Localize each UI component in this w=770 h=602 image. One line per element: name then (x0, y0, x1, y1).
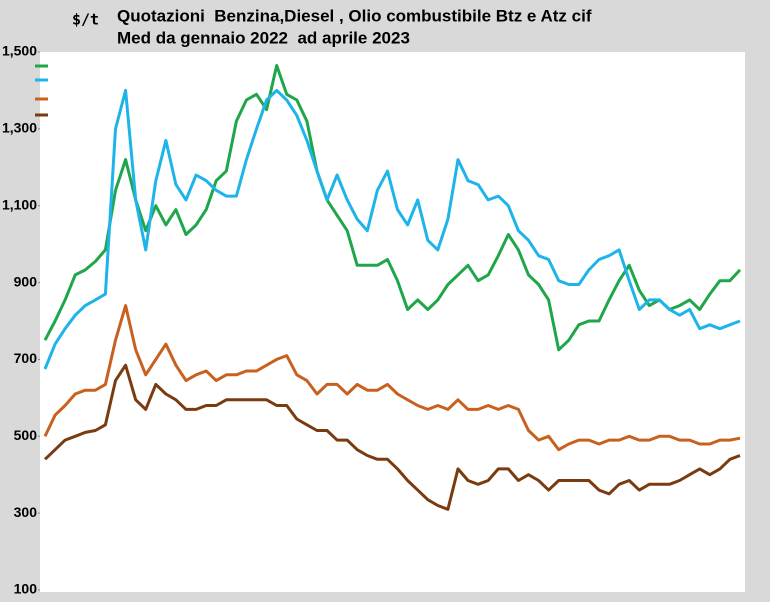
series-line (43, 88, 741, 370)
y-tick-label: 300 (14, 504, 38, 520)
y-tick-label: 100 (14, 581, 38, 597)
y-tick-label: 1,300 (2, 120, 37, 136)
series-line (43, 304, 741, 452)
y-tick-label: 1,500 (2, 43, 37, 59)
series-line (43, 64, 742, 352)
y-tick-label: 500 (14, 427, 38, 443)
y-tick-label: 1,100 (2, 196, 37, 212)
y-axis-label: $/t (72, 11, 99, 29)
y-tick-label: 900 (14, 273, 38, 289)
chart-title: Med da gennaio 2022 ad aprile 2023 (117, 28, 410, 47)
series-line (43, 363, 741, 511)
y-tick-label: 700 (14, 350, 38, 366)
chart-title: Quotazioni Benzina,Diesel , Olio combust… (117, 6, 592, 25)
plot-area (40, 52, 745, 592)
